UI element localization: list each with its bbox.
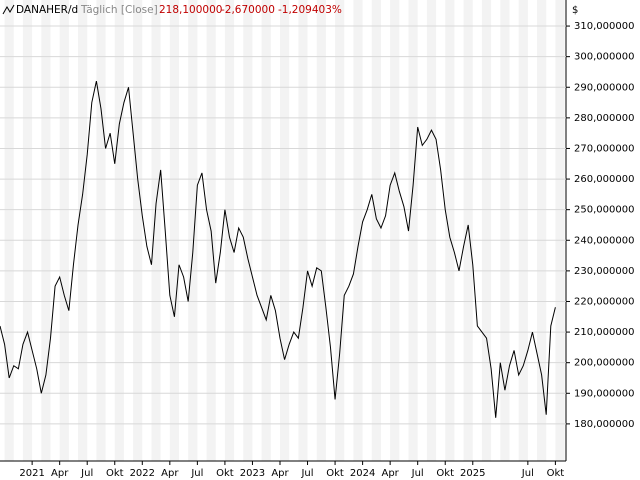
x-tick-label: Okt [547,468,565,479]
x-tick-label: 2024 [350,468,375,479]
y-tick-label: 310,000000 [574,21,634,32]
month-band [41,0,51,461]
month-band [261,0,271,461]
month-band [114,0,124,461]
price-line [0,81,556,418]
month-band [188,0,198,461]
x-tick-label: 2023 [240,468,265,479]
month-band [426,0,437,461]
x-tick-label: 2022 [130,468,155,479]
y-tick-label: 260,000000 [574,174,634,185]
y-tick-label: 240,000000 [574,235,634,246]
month-band [445,0,455,461]
month-band [96,0,106,461]
month-band [151,0,161,461]
x-tick-label: Apr [161,468,179,479]
y-tick-label: 210,000000 [574,327,634,338]
x-tick-label: Okt [326,468,344,479]
month-bands [4,0,565,461]
month-band [481,0,492,461]
month-band [78,0,88,461]
x-tick-label: Apr [271,468,289,479]
x-tick-label: Apr [51,468,69,479]
y-axis-label: $ [572,5,578,16]
month-band [371,0,381,461]
y-tick-label: 180,000000 [574,419,634,430]
y-tick-label: 230,000000 [574,266,634,277]
x-tick-label: 2025 [460,468,485,479]
month-band [537,0,547,461]
x-tick-label: Jul [80,468,93,479]
chart-title: DANAHER/d [16,4,78,16]
x-tick-label: Okt [106,468,124,479]
y-tick-label: 270,000000 [574,143,634,154]
month-band [4,0,14,461]
x-tick-label: Okt [436,468,454,479]
month-band [555,0,565,461]
x-tick-label: 2021 [19,468,44,479]
month-band [298,0,308,461]
month-band [133,0,143,461]
month-band [316,0,326,461]
x-tick-label: Jul [300,468,313,479]
y-tick-label: 290,000000 [574,82,634,93]
x-tick-label: Jul [190,468,203,479]
y-tick-label: 200,000000 [574,358,634,369]
month-band [59,0,69,461]
last-price: 218,100000 [159,4,222,16]
change-percent: -1,209403% [278,4,342,16]
month-band [335,0,345,461]
month-band [353,0,363,461]
month-band [22,0,33,461]
y-tick-label: 220,000000 [574,296,634,307]
y-tick-label: 190,000000 [574,388,634,399]
y-tick-label: 300,000000 [574,52,634,63]
x-tick-label: Jul [411,468,424,479]
x-tick-label: Jul [521,468,534,479]
y-tick-label: 250,000000 [574,205,634,216]
x-tick-label: Okt [216,468,234,479]
chart-subtitle: Täglich [Close] [80,4,158,16]
month-band [224,0,235,461]
change: -2,670000 [221,4,275,16]
month-band [518,0,528,461]
month-band [500,0,510,461]
month-band [169,0,180,461]
icon [2,4,15,15]
month-band [390,0,400,461]
month-band [243,0,253,461]
x-tick-label: Apr [381,468,399,479]
month-band [463,0,473,461]
month-band [408,0,418,461]
month-band [279,0,290,461]
y-tick-label: 280,000000 [574,113,634,124]
